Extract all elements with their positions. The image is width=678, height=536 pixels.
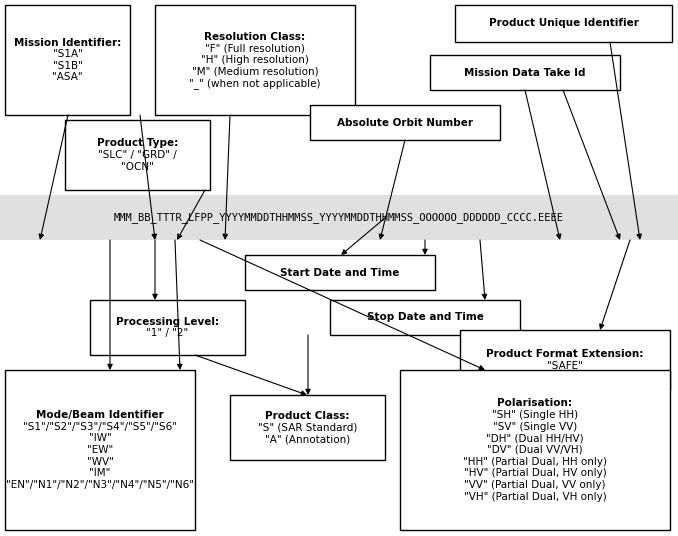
Bar [460, 330, 670, 390]
Bar [245, 255, 435, 290]
Text: "SLC" / "GRD" /: "SLC" / "GRD" / [98, 150, 177, 160]
Text: "IM": "IM" [89, 468, 111, 478]
Text: "_" (when not applicable): "_" (when not applicable) [189, 78, 321, 88]
Text: "EN"/"N1"/"N2"/"N3"/"N4"/"N5"/"N6": "EN"/"N1"/"N2"/"N3"/"N4"/"N5"/"N6" [6, 480, 194, 490]
Text: "DH" (Dual HH/HV): "DH" (Dual HH/HV) [486, 434, 584, 443]
Text: MMM_BB_TTTR_LFPP_YYYYMMDDTHHMMSS_YYYYMMDDTHHMMSS_OOOOOO_DDDDDD_CCCC.EEEE: MMM_BB_TTTR_LFPP_YYYYMMDDTHHMMSS_YYYYMMD… [114, 212, 564, 223]
Bar [455, 5, 672, 42]
Text: "A" (Annotation): "A" (Annotation) [265, 434, 350, 444]
Text: "SH" (Single HH): "SH" (Single HH) [492, 410, 578, 420]
Text: Resolution Class:: Resolution Class: [205, 32, 306, 42]
Bar [310, 105, 500, 140]
Text: "SV" (Single VV): "SV" (Single VV) [493, 422, 577, 432]
Text: "DV" (Dual VV/VH): "DV" (Dual VV/VH) [487, 445, 583, 455]
Text: Mission Data Take Id: Mission Data Take Id [464, 68, 586, 78]
Text: "ASA": "ASA" [52, 72, 83, 83]
Text: Mission Identifier:: Mission Identifier: [14, 38, 121, 48]
Text: "IW": "IW" [89, 434, 111, 443]
Text: "1" / "2": "1" / "2" [146, 329, 188, 338]
Text: "F" (Full resolution): "F" (Full resolution) [205, 43, 305, 54]
Text: "S" (SAR Standard): "S" (SAR Standard) [258, 422, 357, 433]
Bar [0, 195, 678, 240]
Bar [330, 300, 520, 335]
Bar [430, 55, 620, 90]
Text: "S1"/"S2"/"S3"/"S4"/"S5"/"S6": "S1"/"S2"/"S3"/"S4"/"S5"/"S6" [23, 422, 177, 432]
Text: Product Class:: Product Class: [265, 411, 350, 421]
Bar [5, 370, 195, 530]
Text: Stop Date and Time: Stop Date and Time [367, 312, 483, 323]
Text: "S1B": "S1B" [53, 61, 83, 71]
Bar [65, 120, 210, 190]
Text: "VH" (Partial Dual, VH only): "VH" (Partial Dual, VH only) [464, 492, 606, 502]
Bar [90, 300, 245, 355]
Text: Absolute Orbit Number: Absolute Orbit Number [337, 117, 473, 128]
Text: Start Date and Time: Start Date and Time [280, 267, 400, 278]
Text: Polarisation:: Polarisation: [498, 398, 572, 408]
Text: "SAFE": "SAFE" [547, 361, 583, 371]
Bar [400, 370, 670, 530]
Text: "OCN": "OCN" [121, 162, 154, 172]
Bar [230, 395, 385, 460]
Text: "H" (High resolution): "H" (High resolution) [201, 55, 309, 65]
Text: Mode/Beam Identifier: Mode/Beam Identifier [36, 410, 164, 420]
Text: "VV" (Partial Dual, VV only): "VV" (Partial Dual, VV only) [464, 480, 605, 490]
Text: Product Unique Identifier: Product Unique Identifier [489, 19, 639, 28]
Text: "EW": "EW" [87, 445, 113, 455]
Text: "WV": "WV" [87, 457, 113, 467]
Text: Product Format Extension:: Product Format Extension: [486, 349, 643, 359]
Text: "M" (Medium resolution): "M" (Medium resolution) [192, 66, 318, 77]
Bar [5, 5, 130, 115]
Text: Product Type:: Product Type: [97, 138, 178, 148]
Text: "HH" (Partial Dual, HH only): "HH" (Partial Dual, HH only) [463, 457, 607, 467]
Bar [155, 5, 355, 115]
Text: "S1A": "S1A" [53, 49, 83, 59]
Text: Processing Level:: Processing Level: [116, 317, 219, 326]
Text: "HV" (Partial Dual, HV only): "HV" (Partial Dual, HV only) [464, 468, 606, 478]
